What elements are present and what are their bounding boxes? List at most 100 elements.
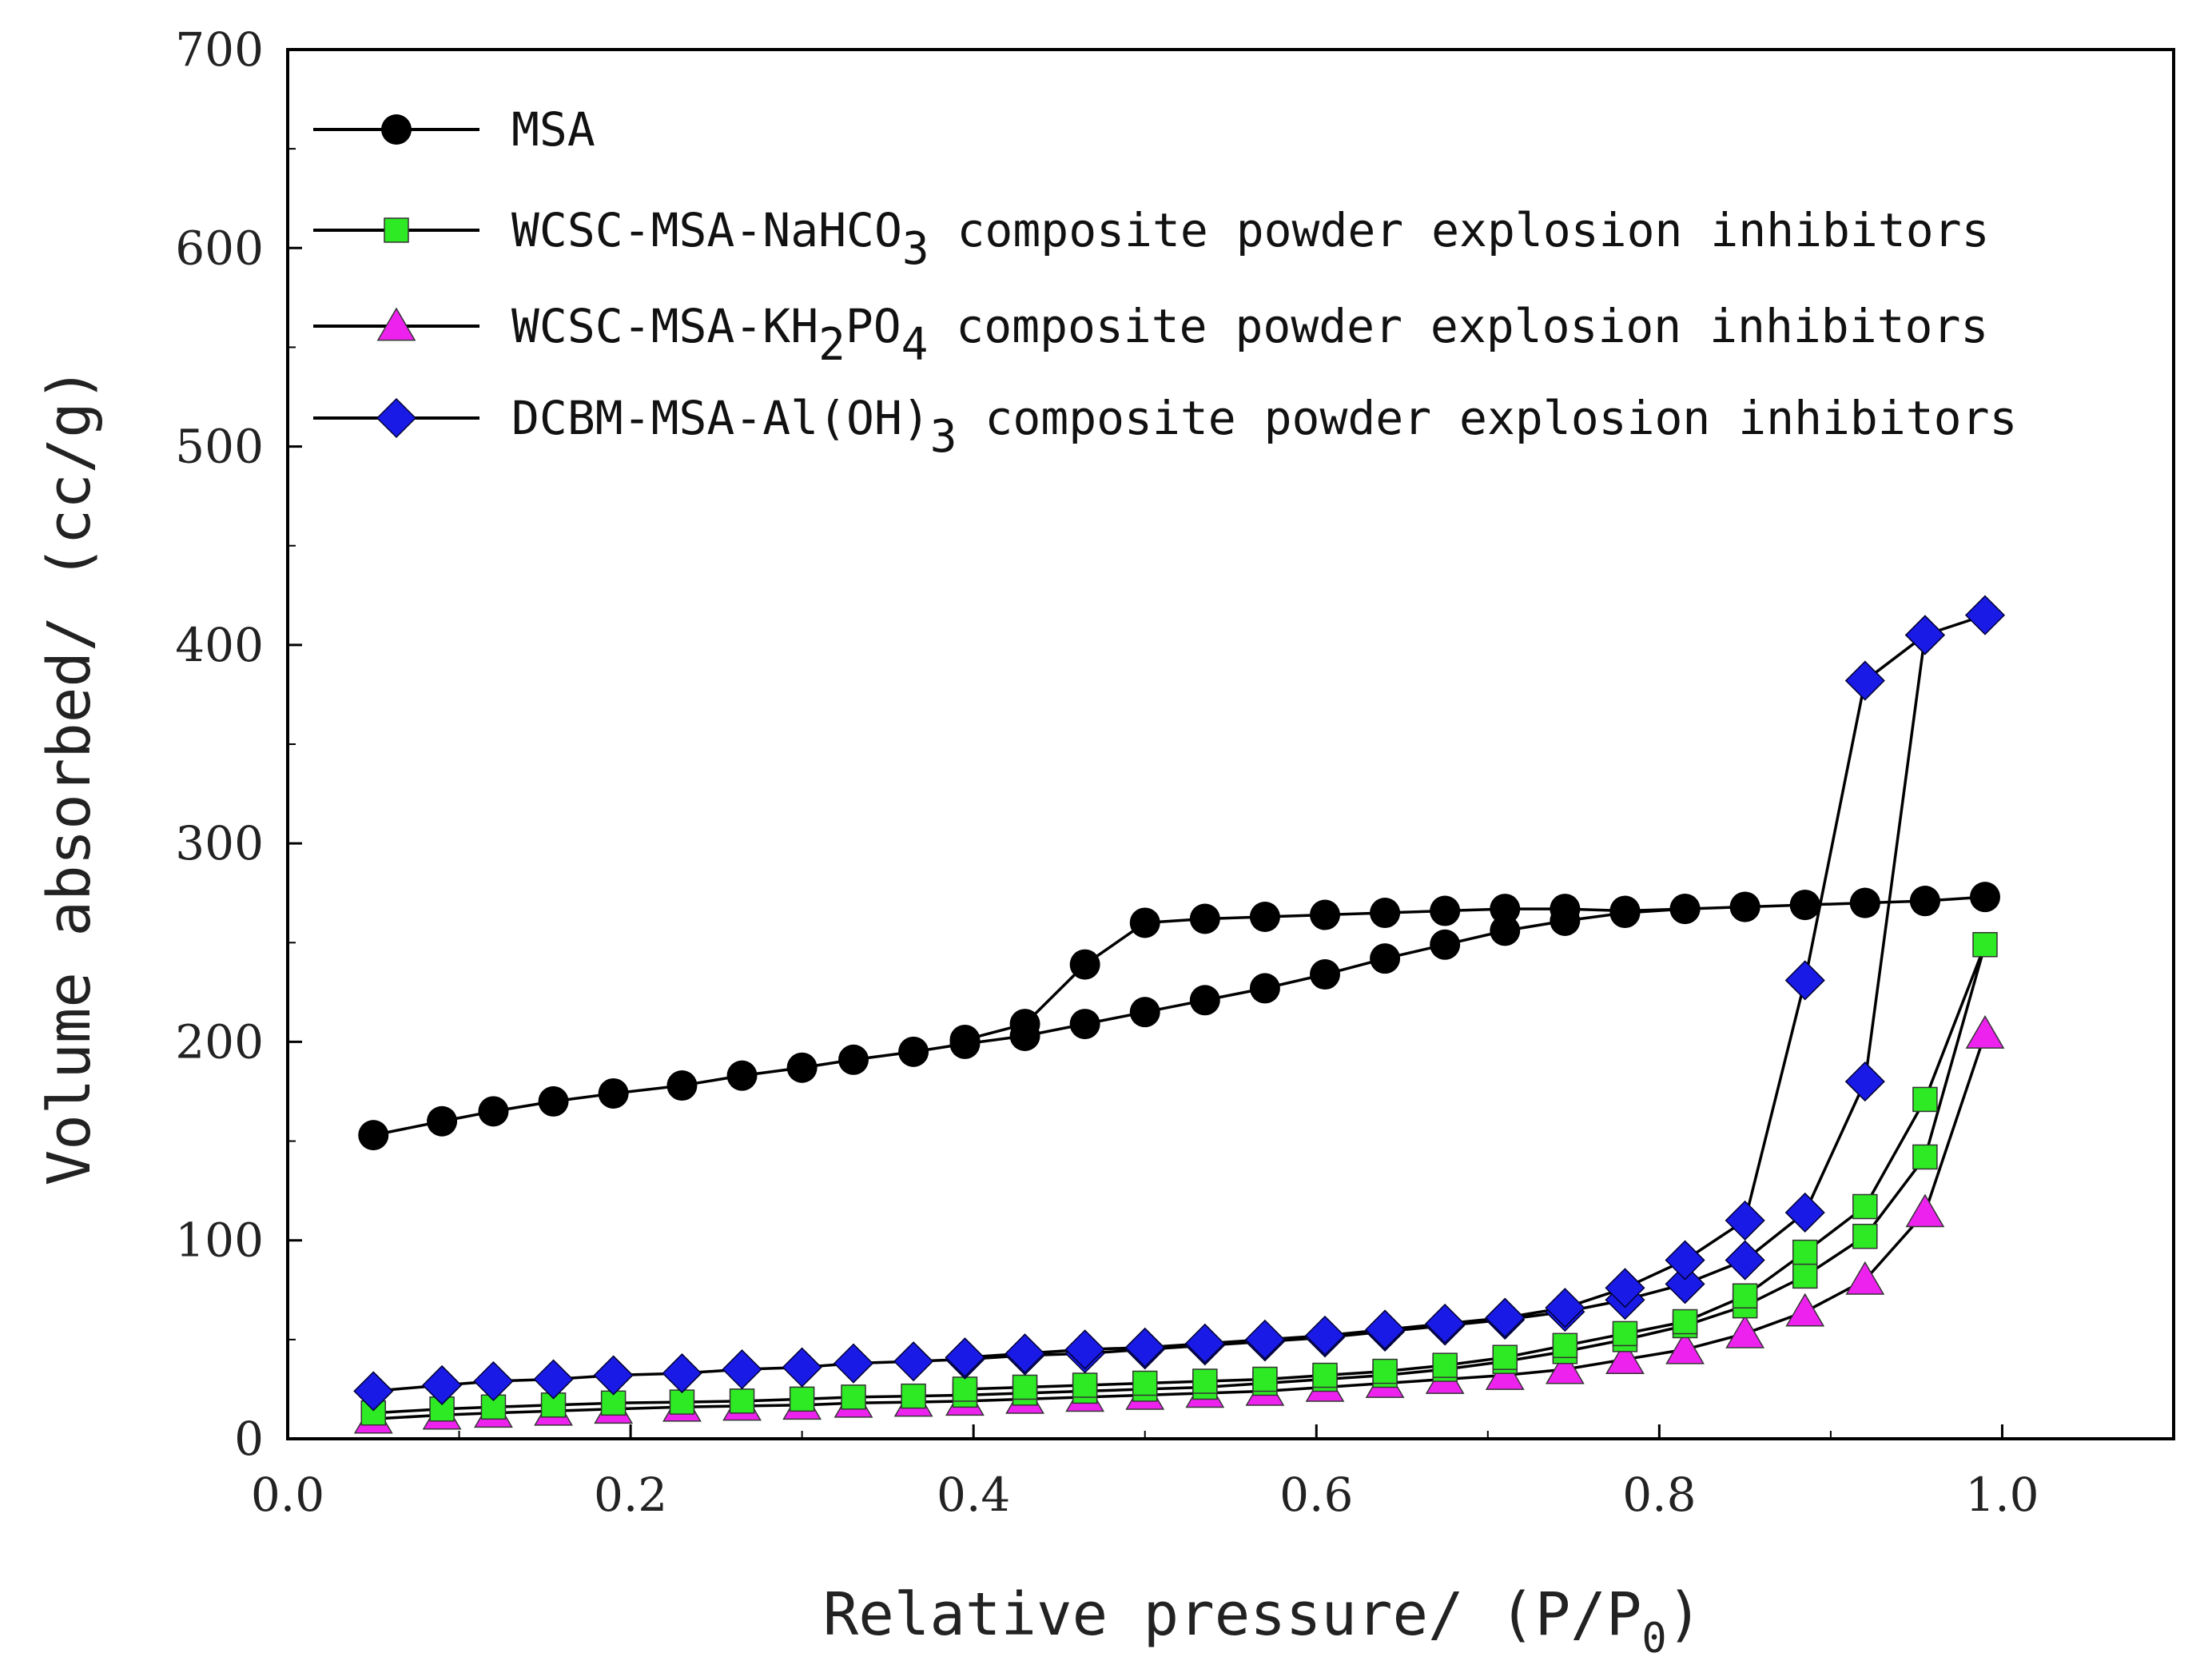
series-3	[353, 595, 2006, 1412]
data-point	[841, 1384, 866, 1410]
data-point	[1244, 1319, 1285, 1360]
data-point	[1184, 1323, 1225, 1364]
y-tick-label: 500	[175, 420, 264, 474]
data-point	[1129, 997, 1160, 1028]
data-point	[358, 1120, 389, 1151]
data-point	[1069, 949, 1100, 980]
data-point	[893, 1341, 934, 1382]
data-point	[1844, 660, 1885, 701]
data-point	[353, 1371, 394, 1412]
data-point	[1129, 907, 1160, 938]
data-point	[1072, 1372, 1098, 1398]
legend-label-part: 2	[818, 319, 845, 371]
legend-label-part: 3	[902, 223, 929, 275]
data-point	[1970, 882, 2000, 913]
x-axis-title-sub: 0	[1641, 1615, 1666, 1663]
data-point	[729, 1388, 755, 1414]
legend-label-part: WCSC-MSA-NaHCO	[511, 203, 902, 257]
tick-labels: 0 100 200 300 400 500 600 700 0.0 0.2 0.4 0.6 0.8 1.0	[175, 22, 2039, 1522]
data-point	[1370, 898, 1401, 929]
data-point	[1552, 1332, 1578, 1359]
legend-item: WCSC-MSA-NaHCO3 composite powder explosi…	[313, 203, 1990, 275]
data-point	[1784, 1192, 1825, 1233]
data-point	[1909, 886, 1940, 917]
data-point	[1545, 1350, 1585, 1384]
data-point	[669, 1389, 695, 1415]
data-point	[833, 1343, 874, 1384]
data-point	[1609, 895, 1641, 926]
data-point	[1430, 895, 1461, 926]
data-point	[1912, 1086, 1938, 1113]
legend-item: MSA	[313, 102, 595, 157]
data-point	[473, 1360, 514, 1402]
legend-label-part: 3	[930, 411, 957, 463]
data-point	[838, 1044, 869, 1075]
data-point	[782, 1347, 822, 1388]
x-tick-label: 1.0	[1965, 1468, 2039, 1522]
x-axis-title-end: )	[1667, 1580, 1703, 1649]
data-point	[1785, 1293, 1825, 1327]
data-point	[1249, 902, 1280, 933]
data-point	[662, 1353, 702, 1394]
data-point	[1012, 1374, 1038, 1400]
data-point	[726, 1060, 758, 1091]
series-1	[360, 932, 1998, 1426]
data-point	[949, 1024, 981, 1055]
data-point	[1009, 1009, 1040, 1040]
data-point	[1905, 1193, 1945, 1228]
data-point	[1665, 1264, 1705, 1305]
plot-frame	[286, 48, 2175, 1440]
data-point	[1189, 903, 1220, 934]
y-tick-label: 200	[175, 1014, 264, 1069]
data-point	[427, 1105, 458, 1137]
data-point	[1672, 1309, 1698, 1335]
data-point	[1192, 1368, 1218, 1394]
legend-label-part: composite powder explosion inhibitors	[929, 203, 1990, 257]
data-point	[1432, 1352, 1458, 1378]
y-tick-label: 100	[175, 1213, 264, 1268]
data-point	[533, 1359, 574, 1400]
legend-label-part: WCSC-MSA-KH	[511, 299, 818, 353]
legend-item: DCBM-MSA-Al(OH)3 composite powder explos…	[313, 391, 2017, 463]
data-point	[1725, 1314, 1765, 1348]
series-line	[373, 1033, 1987, 1420]
data-point	[945, 1337, 985, 1378]
y-tick-label: 300	[175, 816, 264, 870]
legend-label-part: MSA	[511, 102, 595, 157]
data-point	[1912, 1144, 1938, 1170]
data-point	[1430, 929, 1461, 960]
data-point	[1792, 1239, 1818, 1265]
data-point	[1784, 960, 1825, 1001]
data-point	[1792, 1263, 1818, 1289]
data-point	[1965, 1015, 2005, 1049]
series-0	[358, 882, 2000, 1151]
legend-label-part: composite powder explosion inhibitors	[957, 391, 2018, 445]
y-tick-label: 400	[175, 618, 264, 672]
data-point	[478, 1096, 509, 1127]
data-point	[1189, 985, 1220, 1016]
data-point	[786, 1052, 818, 1083]
series-layer	[353, 595, 2006, 1434]
legend-label-part: 4	[901, 319, 929, 371]
data-point	[1550, 894, 1581, 925]
data-point	[1844, 1062, 1885, 1102]
data-point	[1485, 1297, 1526, 1338]
data-point	[1132, 1370, 1158, 1396]
data-point	[1904, 615, 1945, 655]
legend-label: DCBM-MSA-Al(OH)3 composite powder explos…	[511, 391, 2017, 463]
data-point	[1370, 943, 1401, 974]
data-point	[1732, 1283, 1758, 1309]
data-point	[1845, 1261, 1885, 1295]
legend-marker	[384, 217, 409, 243]
x-tick-label: 0.0	[251, 1468, 324, 1522]
data-point	[1669, 894, 1701, 925]
data-point	[1605, 1340, 1645, 1375]
data-point	[1852, 1193, 1878, 1220]
legend-item: WCSC-MSA-KH2PO4 composite powder explosi…	[313, 299, 1988, 371]
data-point	[1545, 1288, 1585, 1328]
legend-label-part: PO	[845, 299, 901, 353]
data-point	[1490, 915, 1521, 946]
data-point	[1725, 1200, 1765, 1241]
